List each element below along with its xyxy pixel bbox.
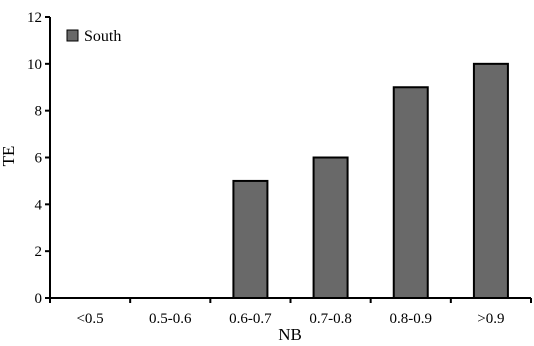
y-tick-label: 4 (35, 197, 43, 213)
y-tick-label: 8 (35, 104, 43, 120)
bar-2 (232, 179, 269, 300)
x-tick-label: 0.5-0.6 (149, 311, 192, 327)
bar-3 (312, 156, 349, 299)
bar-5 (472, 62, 509, 300)
x-tick-label: 0.8-0.9 (390, 311, 433, 327)
y-axis: 0 2 4 6 8 10 12 (27, 10, 51, 307)
bars-group (232, 62, 509, 300)
x-tick-label: 0.6-0.7 (229, 311, 272, 327)
y-tick-label: 6 (35, 151, 43, 167)
y-axis-title: TE (0, 146, 18, 167)
y-tick-label: 2 (35, 244, 43, 260)
legend: South (66, 28, 121, 45)
x-tick-label: 0.7-0.8 (309, 311, 352, 327)
x-tick-label: >0.9 (477, 311, 504, 327)
y-tick-label: 12 (27, 10, 42, 26)
x-axis-title: NB (278, 325, 302, 344)
legend-label: South (84, 28, 121, 45)
x-axis: <0.5 0.5-0.6 0.6-0.7 0.7-0.8 0.8-0.9 >0.9 (49, 297, 532, 327)
bar-4 (392, 86, 429, 299)
y-tick-label: 0 (35, 291, 43, 307)
x-tick-label: <0.5 (76, 311, 103, 327)
legend-swatch (66, 29, 79, 42)
y-tick-label: 10 (27, 57, 42, 73)
